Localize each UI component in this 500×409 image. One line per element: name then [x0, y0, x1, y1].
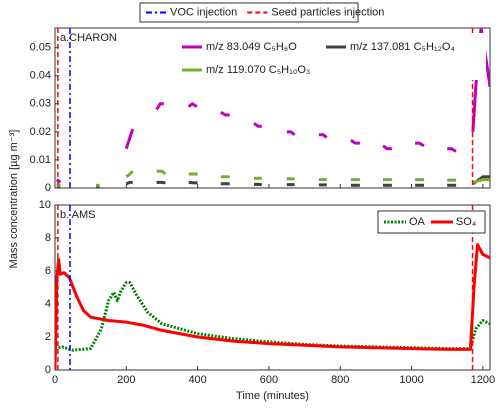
y-tick-label: 0	[45, 364, 51, 376]
y-tick-label: 2	[45, 331, 51, 343]
x-tick-label: 1200	[471, 374, 495, 386]
x-tick-label: 800	[331, 374, 349, 386]
series-line	[55, 243, 490, 370]
legend-label: Seed particles injection	[271, 6, 384, 18]
y-tick-label: 0.05	[30, 42, 51, 54]
legend-label: VOC injection	[170, 6, 237, 18]
legend-label: SO₄	[456, 216, 477, 228]
panel-label: a.CHARON	[60, 32, 117, 44]
y-tick-label: 0.02	[30, 126, 51, 138]
y-tick-label: 0.01	[30, 154, 51, 166]
legend-label: m/z 137.081 C₅H₁₂O₄	[350, 41, 455, 53]
y-tick-label: 6	[45, 265, 51, 277]
x-tick-label: 400	[188, 374, 206, 386]
x-tick-label: 200	[117, 374, 135, 386]
x-tick-label: 0	[52, 374, 58, 386]
legend-box	[176, 33, 486, 80]
x-tick-label: 1000	[399, 374, 423, 386]
x-axis-label: Time (minutes)	[236, 390, 309, 402]
panel-label: b. AMS	[60, 209, 95, 221]
y-tick-label: 8	[45, 232, 51, 244]
series-line	[55, 281, 490, 352]
y-tick-label: 0.04	[30, 70, 51, 82]
y-tick-label: 10	[39, 199, 51, 211]
y-tick-label: 4	[45, 298, 51, 310]
legend-label: m/z 119.070 C₅H₁₀O₃	[206, 64, 310, 76]
y-tick-label: 0	[45, 182, 51, 194]
x-tick-label: 600	[260, 374, 278, 386]
y-tick-label: 0.03	[30, 98, 51, 110]
y-axis-label: Mass concentration [µg m⁻³]	[8, 130, 20, 269]
legend-label: OA	[409, 216, 426, 228]
series-line	[56, 169, 490, 187]
legend-label: m/z 83.049 C₅H₆O	[206, 41, 297, 53]
